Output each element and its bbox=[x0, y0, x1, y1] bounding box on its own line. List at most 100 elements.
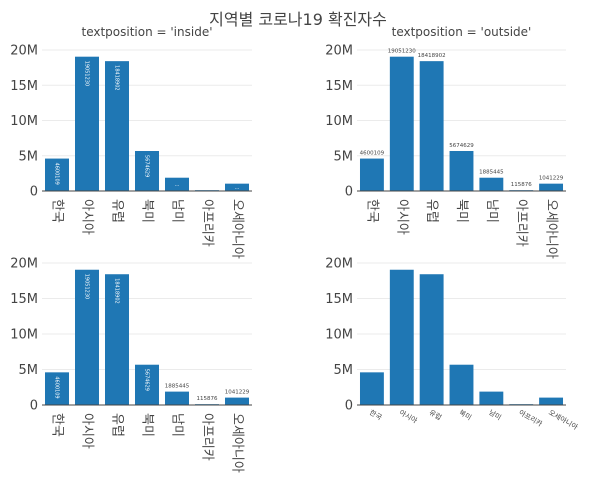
y-tick-label: 20M bbox=[10, 44, 38, 59]
bar-value-label: 115876 bbox=[511, 182, 532, 188]
x-tick-label: 아프리카 bbox=[517, 408, 544, 429]
subplot-title: textposition = 'outside' bbox=[392, 25, 532, 39]
bar-7 bbox=[539, 397, 564, 405]
bar-value-label: 1041229 bbox=[225, 390, 250, 396]
x-tick-label: 남미 bbox=[170, 413, 185, 437]
x-tick-label: 남미 bbox=[170, 199, 185, 223]
y-tick-label: 0 bbox=[30, 185, 38, 200]
bar-3 bbox=[105, 61, 129, 191]
y-tick-label: 10M bbox=[325, 328, 353, 343]
x-tick-label: 북미 bbox=[454, 199, 469, 223]
subplot-title: textposition = 'inside' bbox=[81, 25, 212, 39]
bar-value-label: 4600109 bbox=[360, 151, 385, 157]
bar-1 bbox=[45, 158, 69, 191]
x-tick-label: 유럽 bbox=[110, 199, 125, 223]
figure-title: 지역별 코로나19 확진자수 bbox=[209, 10, 387, 29]
bar-value-label: 1041229 bbox=[539, 176, 564, 182]
bar-1 bbox=[45, 372, 69, 405]
y-tick-label: 10M bbox=[325, 114, 353, 129]
x-tick-label: 북미 bbox=[140, 199, 155, 223]
x-tick-label: 유럽 bbox=[110, 413, 125, 437]
bar-value-label: 19051230 bbox=[84, 274, 90, 299]
bar-value-label: 19051230 bbox=[84, 61, 90, 86]
bar-7 bbox=[539, 183, 564, 191]
y-tick-label: 5M bbox=[334, 149, 354, 164]
bar-4 bbox=[449, 364, 474, 405]
bar-value-label: 5674629 bbox=[449, 143, 474, 149]
x-tick-label: 오세아니아 bbox=[544, 199, 559, 259]
x-tick-label: 오세아니아 bbox=[547, 408, 580, 432]
y-tick-label: 20M bbox=[10, 257, 38, 272]
x-tick-label: 아시아 bbox=[80, 413, 95, 449]
x-tick-label: 오세아니아 bbox=[230, 413, 245, 473]
bar-5 bbox=[165, 177, 189, 191]
x-tick-label: 한국 bbox=[364, 199, 379, 223]
bar-value-label: 18418902 bbox=[418, 53, 446, 59]
x-tick-label: 남미 bbox=[487, 408, 503, 422]
bar-1 bbox=[359, 372, 384, 405]
bar-value-label: 1885445 bbox=[165, 384, 190, 390]
x-tick-label: 아시아 bbox=[80, 199, 95, 235]
bar-value-label: 19051230 bbox=[388, 49, 416, 55]
bar-value-label: 4600109 bbox=[54, 163, 60, 185]
y-tick-label: 5M bbox=[19, 149, 39, 164]
y-tick-label: 5M bbox=[334, 363, 354, 378]
y-tick-label: 0 bbox=[345, 399, 353, 414]
x-tick-label: 한국 bbox=[50, 199, 65, 223]
x-tick-label: 아프리카 bbox=[200, 413, 215, 461]
bar-2 bbox=[389, 56, 414, 191]
bar-5 bbox=[165, 391, 189, 405]
x-tick-label: 북미 bbox=[140, 413, 155, 437]
bar-value-label: 18418902 bbox=[114, 65, 120, 90]
subplot-2: 0 5M 10M 15M 20M textposition = 'outside' 4600… bbox=[325, 25, 566, 259]
bar-value-label: 4600109 bbox=[54, 376, 60, 398]
x-tick-label: 유럽 bbox=[428, 408, 444, 422]
y-tick-label: 15M bbox=[325, 292, 353, 307]
bar-value-label: … bbox=[235, 185, 240, 191]
y-tick-label: 15M bbox=[325, 79, 353, 94]
bar-value-label: … bbox=[175, 182, 180, 188]
x-tick-label: 아프리카 bbox=[514, 199, 529, 247]
bar-2 bbox=[75, 56, 99, 191]
x-tick-label: 북미 bbox=[458, 408, 474, 422]
bar-3 bbox=[419, 274, 444, 405]
bar-4 bbox=[135, 150, 159, 191]
x-tick-label: 한국 bbox=[50, 413, 65, 437]
subplot-4: 0 5M 10M 15M 20M 한국 아시아 유럽 북미 남미 아프리카 오세아니아 bbox=[325, 257, 580, 432]
bar-4 bbox=[449, 150, 474, 191]
y-tick-label: 20M bbox=[325, 257, 353, 272]
bar-2 bbox=[75, 269, 99, 405]
x-tick-label: 아시아 bbox=[394, 199, 409, 235]
y-tick-label: 15M bbox=[10, 292, 38, 307]
bar-3 bbox=[419, 61, 444, 191]
x-tick-label: 아프리카 bbox=[200, 199, 215, 247]
x-tick-label: 유럽 bbox=[424, 199, 439, 223]
bar-4 bbox=[135, 364, 159, 405]
y-tick-label: 5M bbox=[19, 363, 39, 378]
subplot-3: 0 5M 10M 15M 20M 4600109 19051230 18418902 56746… bbox=[10, 257, 252, 473]
y-tick-label: 10M bbox=[10, 328, 38, 343]
x-tick-label: 남미 bbox=[484, 199, 499, 223]
bar-value-label: 18418902 bbox=[114, 278, 120, 303]
bar-2 bbox=[389, 269, 414, 405]
bar-value-label: 115876 bbox=[197, 396, 218, 402]
bar-3 bbox=[105, 274, 129, 405]
bar-value-label: 5674629 bbox=[144, 369, 150, 391]
y-tick-label: 15M bbox=[10, 79, 38, 94]
bar-value-label: 1885445 bbox=[479, 170, 504, 176]
y-tick-label: 10M bbox=[10, 114, 38, 129]
y-tick-label: 20M bbox=[325, 44, 353, 59]
subplot-1: 0 5M 10M 15M 20M textposition = 'inside' 46001… bbox=[10, 25, 252, 259]
y-tick-label: 0 bbox=[30, 399, 38, 414]
bar-5 bbox=[479, 391, 504, 405]
y-tick-label: 0 bbox=[345, 185, 353, 200]
bar-5 bbox=[479, 177, 504, 191]
x-tick-label: 아시아 bbox=[398, 408, 420, 426]
x-tick-label: 한국 bbox=[368, 409, 384, 423]
bar-7 bbox=[225, 397, 249, 405]
bar-value-label: 5674629 bbox=[144, 155, 150, 177]
bar-1 bbox=[359, 158, 384, 191]
bar-7 bbox=[225, 183, 249, 191]
x-tick-label: 오세아니아 bbox=[230, 199, 245, 259]
